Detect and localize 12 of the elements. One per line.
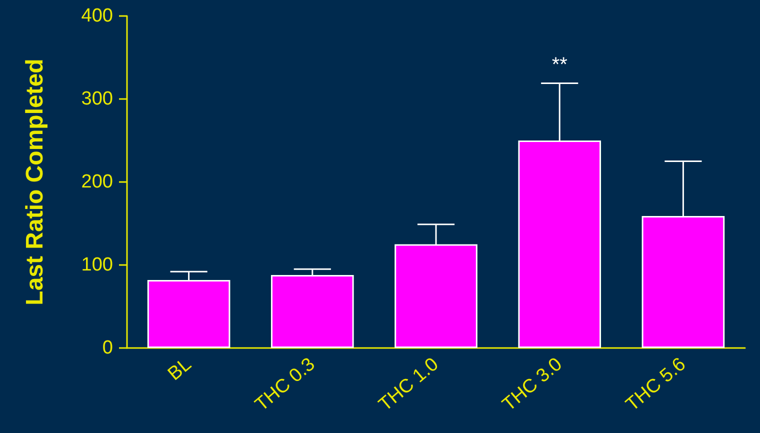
- x-tick-label: THC 0.3: [251, 354, 320, 416]
- y-tick-label: 300: [81, 88, 113, 110]
- x-tick-label: BL: [164, 354, 196, 385]
- annotation: **: [552, 54, 568, 76]
- x-tick-label: THC 1.0: [375, 354, 443, 416]
- x-tick-label: THC 3.0: [498, 354, 566, 416]
- x-tick-label: THC 5.6: [622, 354, 690, 416]
- y-tick-label: 200: [81, 172, 113, 192]
- y-tick-label: 400: [81, 6, 113, 26]
- y-tick-label: 100: [81, 254, 113, 276]
- y-axis-title: Last Ratio Completed: [22, 58, 48, 306]
- y-tick-label: 0: [102, 338, 113, 358]
